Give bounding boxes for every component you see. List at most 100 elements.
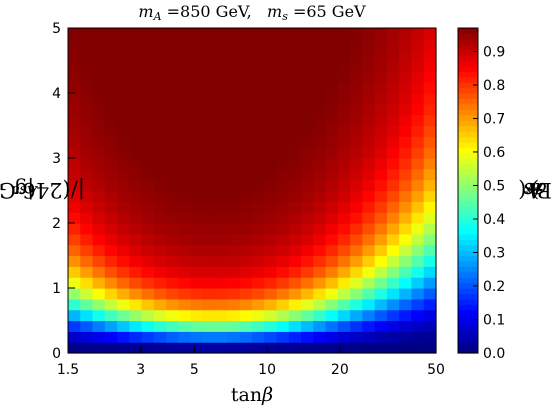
- heatmap-cell: [276, 244, 290, 257]
- heatmap-cell: [386, 320, 400, 332]
- heatmap-cell: [276, 309, 290, 322]
- heatmap-cell: [374, 288, 388, 300]
- heatmap-cell: [227, 168, 241, 181]
- heatmap-cell: [239, 201, 253, 213]
- heatmap-cell: [362, 28, 376, 40]
- heatmap-cell: [68, 136, 81, 148]
- heatmap-cell: [252, 158, 265, 170]
- heatmap-cell: [178, 82, 192, 94]
- heatmap-cell: [399, 277, 413, 289]
- heatmap-cell: [399, 212, 413, 224]
- heatmap-cell: [178, 49, 192, 62]
- heatmap-cell: [337, 147, 351, 159]
- heatmap-cell: [202, 331, 216, 343]
- heatmap-cell: [80, 60, 94, 72]
- heatmap-cell: [288, 288, 302, 300]
- heatmap-cell: [264, 82, 278, 94]
- heatmap-cell: [153, 93, 167, 105]
- heatmap-cell: [117, 288, 130, 300]
- heatmap-cell: [288, 309, 302, 322]
- heatmap-cell: [264, 244, 278, 257]
- heatmap-cell: [153, 136, 167, 148]
- heatmap-cell: [386, 298, 400, 311]
- heatmap-cell: [252, 179, 265, 192]
- colorbar-segment: [458, 250, 478, 257]
- heatmap-cell: [92, 93, 106, 105]
- heatmap-cell: [117, 49, 130, 62]
- heatmap-cell: [215, 244, 229, 257]
- heatmap-cell: [92, 60, 106, 72]
- heatmap-cell: [362, 190, 376, 202]
- heatmap-cell: [374, 147, 388, 159]
- heatmap-cell: [80, 320, 94, 332]
- colorbar-segment: [458, 185, 478, 192]
- heatmap-cell: [264, 71, 278, 83]
- heatmap-cell: [166, 331, 179, 343]
- heatmap-cell: [264, 266, 278, 278]
- heatmap-cell: [190, 125, 204, 137]
- heatmap-cell: [190, 136, 204, 148]
- colorbar-tick-label: 0.8: [483, 78, 505, 94]
- heatmap-cell: [117, 244, 130, 257]
- colorbar-segment: [458, 114, 478, 121]
- heatmap-cell: [153, 158, 167, 170]
- heatmap-cell: [227, 277, 241, 289]
- heatmap-cell: [325, 288, 339, 300]
- colorbar: [458, 28, 478, 354]
- heatmap-cell: [190, 266, 204, 278]
- heatmap-cell: [301, 38, 314, 51]
- heatmap-cell: [178, 298, 192, 311]
- heatmap-cell: [411, 136, 425, 148]
- heatmap-cell: [166, 103, 179, 116]
- heatmap-cell: [301, 277, 314, 289]
- heatmap-cell: [337, 266, 351, 278]
- heatmap-cell: [104, 201, 118, 213]
- heatmap-cell: [239, 147, 253, 159]
- heatmap-cell: [178, 244, 192, 257]
- heatmap-cell: [301, 103, 314, 116]
- heatmap-cell: [104, 93, 118, 105]
- heatmap-cell: [141, 233, 155, 246]
- heatmap-cell: [80, 288, 94, 300]
- heatmap-cell: [288, 103, 302, 116]
- heatmap-cell: [252, 309, 265, 322]
- heatmap-cell: [215, 136, 229, 148]
- heatmap-cell: [153, 125, 167, 137]
- colorbar-tick-label: 0.4: [483, 212, 505, 228]
- heatmap-cell: [104, 266, 118, 278]
- heatmap-cell: [423, 93, 437, 105]
- heatmap-cell: [362, 244, 376, 257]
- heatmap-cell: [386, 71, 400, 83]
- heatmap-cell: [411, 168, 425, 181]
- heatmap-cell: [411, 288, 425, 300]
- heatmap-cell: [399, 114, 413, 127]
- heatmap-cell: [374, 28, 388, 40]
- heatmap-cell: [423, 212, 437, 224]
- heatmap-cell: [337, 179, 351, 192]
- heatmap-cell: [423, 233, 437, 246]
- heatmap-cell: [301, 255, 314, 267]
- heatmap-cell: [423, 158, 437, 170]
- heatmap-cell: [202, 288, 216, 300]
- heatmap-cell: [80, 190, 94, 202]
- heatmap-cell: [276, 103, 290, 116]
- heatmap-cell: [178, 320, 192, 332]
- heatmap-cell: [153, 233, 167, 246]
- heatmap-cell: [153, 309, 167, 322]
- heatmap-cell: [239, 49, 253, 62]
- heatmap-cell: [239, 38, 253, 51]
- heatmap-cell: [153, 212, 167, 224]
- heatmap-cell: [362, 331, 376, 343]
- heatmap-cell: [202, 320, 216, 332]
- heatmap-cell: [325, 82, 339, 94]
- heatmap-cell: [313, 266, 327, 278]
- colorbar-segment: [458, 28, 478, 35]
- heatmap-cell: [190, 38, 204, 51]
- heatmap-cell: [227, 212, 241, 224]
- heatmap-cell: [411, 38, 425, 51]
- heatmap-cell: [399, 28, 413, 40]
- heatmap-cell: [423, 28, 437, 40]
- heatmap-cell: [325, 190, 339, 202]
- heatmap-cell: [117, 255, 130, 267]
- heatmap-cell: [386, 233, 400, 246]
